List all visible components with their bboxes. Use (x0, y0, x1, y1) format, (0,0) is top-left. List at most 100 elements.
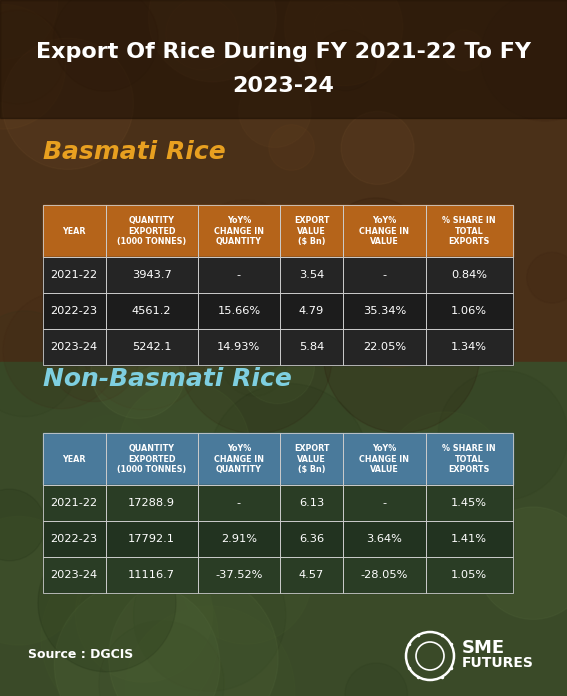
Bar (280, 329, 343, 365)
Circle shape (328, 228, 380, 281)
Text: 4.57: 4.57 (299, 570, 324, 580)
Bar (280, 433, 343, 485)
Bar (280, 521, 343, 557)
Bar (280, 329, 343, 365)
Text: 1.06%: 1.06% (451, 306, 487, 316)
Bar (105, 293, 198, 329)
Bar (43, 433, 105, 485)
Circle shape (341, 111, 414, 184)
Bar (105, 205, 198, 257)
Bar (198, 257, 280, 293)
Circle shape (438, 370, 567, 500)
Text: 17792.1: 17792.1 (128, 534, 175, 544)
Bar (105, 257, 198, 293)
Bar (0, 362, 567, 696)
Circle shape (0, 516, 83, 645)
Text: Source : DGCIS: Source : DGCIS (28, 647, 133, 661)
Circle shape (99, 621, 224, 696)
Circle shape (240, 330, 315, 404)
Circle shape (54, 582, 220, 696)
Bar (198, 557, 280, 593)
Bar (425, 205, 513, 257)
Bar (105, 293, 198, 329)
Bar (425, 557, 513, 593)
Bar (198, 521, 280, 557)
Bar (105, 485, 198, 521)
Text: 5.84: 5.84 (299, 342, 324, 352)
Bar (343, 485, 425, 521)
Bar (0, 0, 567, 362)
Text: 22.05%: 22.05% (363, 342, 406, 352)
Bar (0, 0, 567, 118)
Bar (343, 433, 425, 485)
Bar (105, 485, 198, 521)
Bar (198, 485, 280, 521)
Bar (280, 293, 343, 329)
Circle shape (205, 278, 301, 373)
Circle shape (166, 0, 238, 70)
Text: 4561.2: 4561.2 (132, 306, 171, 316)
Bar (425, 433, 513, 485)
Circle shape (0, 311, 78, 417)
Bar (105, 557, 198, 593)
Bar (105, 521, 198, 557)
Bar (198, 557, 280, 593)
Circle shape (114, 454, 252, 592)
Text: 35.34%: 35.34% (363, 306, 406, 316)
Text: SME: SME (462, 639, 505, 657)
Circle shape (222, 331, 286, 396)
Bar (280, 485, 343, 521)
Bar (425, 293, 513, 329)
Bar (43, 205, 105, 257)
Bar (43, 485, 105, 521)
Text: 15.66%: 15.66% (217, 306, 260, 316)
Text: 6.36: 6.36 (299, 534, 324, 544)
Bar (105, 205, 198, 257)
Text: 14.93%: 14.93% (217, 342, 260, 352)
Circle shape (41, 549, 218, 696)
Bar (343, 205, 425, 257)
Bar (425, 293, 513, 329)
Bar (280, 257, 343, 293)
Text: YoY%
CHANGE IN
VALUE: YoY% CHANGE IN VALUE (359, 445, 409, 473)
Text: YEAR: YEAR (62, 454, 86, 464)
Circle shape (109, 574, 278, 696)
Circle shape (48, 311, 139, 402)
Bar (343, 329, 425, 365)
Text: QUANTITY
EXPORTED
(1000 TONNES): QUANTITY EXPORTED (1000 TONNES) (117, 216, 186, 246)
Circle shape (480, 0, 567, 121)
Text: 3.64%: 3.64% (366, 534, 402, 544)
Text: 2022-23: 2022-23 (50, 306, 98, 316)
Bar (105, 433, 198, 485)
Circle shape (0, 4, 66, 129)
Bar (43, 433, 105, 485)
Text: 1.41%: 1.41% (451, 534, 487, 544)
Circle shape (285, 0, 403, 86)
Circle shape (92, 296, 167, 372)
Circle shape (269, 125, 314, 171)
Text: 2021-22: 2021-22 (50, 270, 98, 280)
Bar (425, 257, 513, 293)
Bar (43, 521, 105, 557)
Bar (425, 521, 513, 557)
Bar (43, 329, 105, 365)
Circle shape (75, 545, 213, 682)
Circle shape (315, 30, 376, 90)
Text: QUANTITY
EXPORTED
(1000 TONNES): QUANTITY EXPORTED (1000 TONNES) (117, 445, 186, 473)
Bar (343, 329, 425, 365)
Bar (43, 329, 105, 365)
Circle shape (112, 265, 234, 388)
Bar (43, 257, 105, 293)
Text: Basmati Rice: Basmati Rice (43, 140, 225, 164)
Bar (425, 485, 513, 521)
Bar (105, 329, 198, 365)
Circle shape (133, 539, 286, 691)
Bar (343, 257, 425, 293)
Bar (280, 485, 343, 521)
Text: 3.54: 3.54 (299, 270, 324, 280)
Text: EXPORT
VALUE
($ Bn): EXPORT VALUE ($ Bn) (294, 445, 329, 473)
Circle shape (384, 412, 506, 533)
Circle shape (71, 415, 150, 494)
Circle shape (188, 200, 302, 313)
Bar (198, 521, 280, 557)
